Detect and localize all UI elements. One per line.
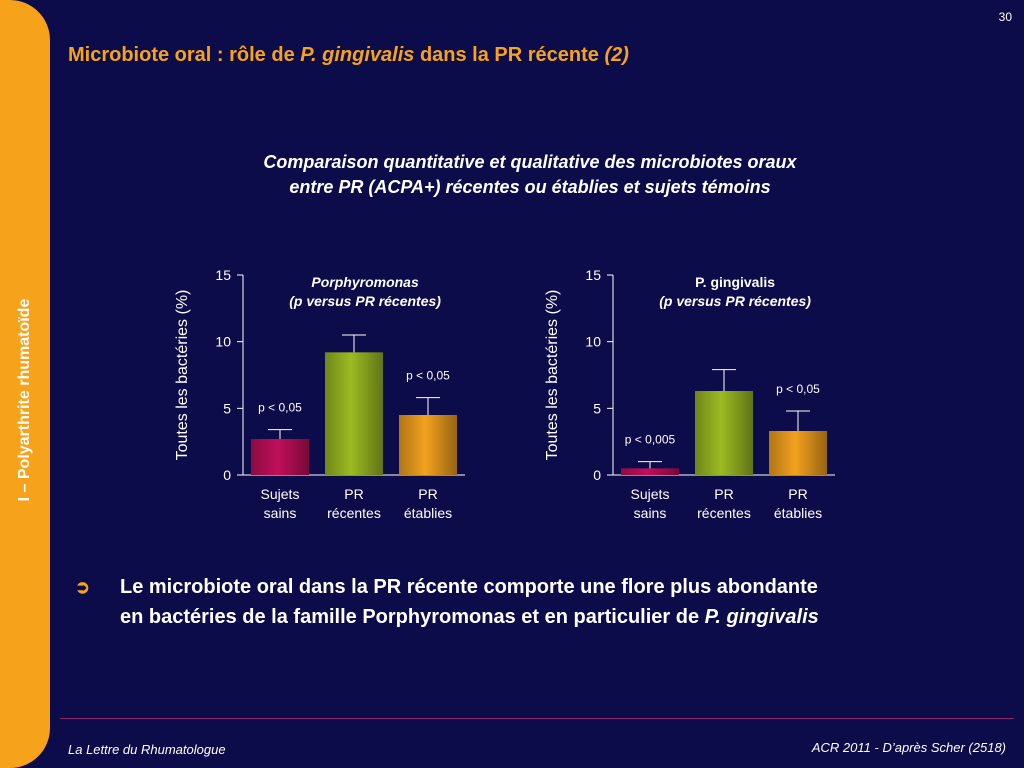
y-tick-label: 5	[593, 400, 601, 416]
porphyromonas-chart: Toutes les bactéries (%) 0 5 10 15 Porphyromo…	[174, 267, 465, 521]
title-italic-1: P. gingivalis	[300, 44, 415, 66]
y-tick-label: 15	[215, 267, 231, 283]
bar-recent	[695, 391, 753, 475]
x-category-label: Sujets	[631, 486, 670, 502]
bullet-text-italic: P. gingivalis	[704, 606, 819, 628]
side-band: I – Polyarthrite rhumatoïde	[0, 0, 50, 768]
x-category-label: PR	[788, 486, 807, 502]
chart-subtitle: Comparaison quantitative et qualitative …	[140, 150, 920, 200]
x-category-label: PR	[418, 486, 437, 502]
bar-recent	[325, 352, 383, 475]
title-part-1: Microbiote oral : rôle de	[68, 44, 301, 66]
y-tick-label: 0	[593, 467, 601, 483]
y-tick-label: 5	[223, 400, 231, 416]
y-tick-label: 10	[215, 334, 231, 350]
footer-divider	[60, 718, 1014, 719]
y-axis-label: Toutes les bactéries (%)	[544, 290, 561, 461]
y-tick-label: 10	[585, 334, 601, 350]
y-axis-label: Toutes les bactéries (%)	[174, 290, 191, 461]
y-tick-label: 15	[585, 267, 601, 283]
subtitle-line-1: Comparaison quantitative et qualitative …	[263, 152, 797, 172]
title-part-2: dans la PR récente	[414, 44, 605, 66]
arrow-circle-icon: ➲	[75, 577, 91, 597]
bar-established	[399, 415, 457, 475]
chart-title-line-2: (p versus PR récentes)	[289, 293, 441, 309]
y-tick-label: 0	[223, 467, 231, 483]
x-category-label: récentes	[697, 505, 751, 521]
x-category-label: Sujets	[261, 486, 300, 502]
bullet-text-main: Le microbiote oral dans la PR récente co…	[120, 576, 818, 628]
title-italic-2: (2)	[604, 44, 629, 66]
x-category-label: sains	[634, 505, 667, 521]
x-category-label: récentes	[327, 505, 381, 521]
p-value-annotation: p < 0,05	[258, 401, 302, 415]
p-value-annotation: p < 0,05	[406, 369, 450, 383]
bar-healthy	[251, 439, 309, 475]
x-category-label: établies	[404, 505, 452, 521]
p-gingivalis-chart: Toutes les bactéries (%) 0 5 10 15 P. gingiva…	[544, 267, 835, 521]
x-category-label: sains	[264, 505, 297, 521]
bar-established	[769, 431, 827, 475]
bar-healthy	[621, 468, 679, 475]
section-label: I – Polyarthrite rhumatoïde	[16, 298, 33, 502]
page-number: 30	[998, 10, 1012, 24]
footer-source: ACR 2011 - D’après Scher (2518)	[811, 740, 1006, 755]
slide-title: Microbiote oral : rôle de P. gingivalis …	[68, 44, 629, 67]
chart-title-line-1: P. gingivalis	[695, 274, 775, 290]
subtitle-line-2: entre PR (ACPA+) récentes ou établies et…	[289, 177, 771, 197]
x-category-label: PR	[344, 486, 363, 502]
bullet-text: Le microbiote oral dans la PR récente co…	[120, 572, 840, 632]
x-category-label: établies	[774, 505, 822, 521]
chart-title-line-1: Porphyromonas	[311, 274, 419, 290]
chart-title-line-2: (p versus PR récentes)	[659, 293, 811, 309]
p-value-annotation: p < 0,005	[625, 433, 676, 447]
p-value-annotation: p < 0,05	[776, 382, 820, 396]
x-category-label: PR	[714, 486, 733, 502]
footer-publication: La Lettre du Rhumatologue	[68, 742, 226, 757]
